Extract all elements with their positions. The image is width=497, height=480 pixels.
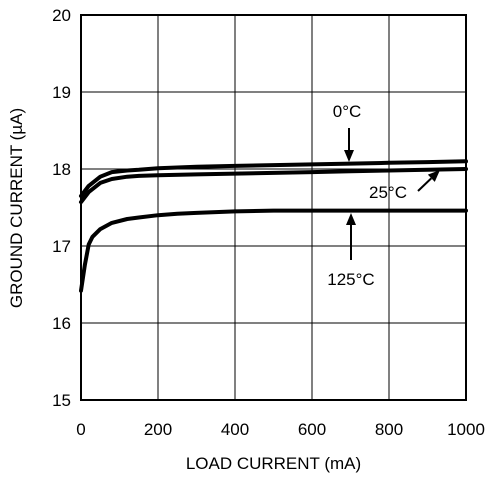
series-line bbox=[79, 167, 468, 205]
x-tick-label: 200 bbox=[144, 420, 172, 439]
annotation-arrowhead bbox=[344, 150, 354, 162]
tick-labels: 0 200 400 600 800 1000 15 16 17 18 19 20 bbox=[52, 6, 485, 439]
series-annotations: 0°C 25°C 125°C bbox=[327, 102, 440, 289]
y-tick-label: 19 bbox=[52, 83, 71, 102]
series-line bbox=[79, 159, 468, 198]
series-line bbox=[79, 208, 468, 293]
x-tick-label: 0 bbox=[76, 420, 85, 439]
y-tick-label: 20 bbox=[52, 6, 71, 25]
annotation-arrow bbox=[417, 177, 433, 192]
x-tick-label: 800 bbox=[375, 420, 403, 439]
annotation-arrowhead bbox=[427, 170, 440, 182]
y-tick-label: 18 bbox=[52, 160, 71, 179]
plot-frame bbox=[80, 14, 467, 401]
y-tick-label: 17 bbox=[52, 237, 71, 256]
series-annotation-label: 25°C bbox=[369, 183, 407, 202]
x-tick-label: 1000 bbox=[447, 420, 485, 439]
series-annotation-label: 0°C bbox=[333, 102, 362, 121]
x-tick-label: 400 bbox=[221, 420, 249, 439]
x-tick-label: 600 bbox=[298, 420, 326, 439]
series-lines bbox=[79, 159, 468, 293]
grid-lines bbox=[81, 15, 466, 400]
y-tick-label: 16 bbox=[52, 314, 71, 333]
y-tick-label: 15 bbox=[52, 391, 71, 410]
series-annotation-label: 125°C bbox=[327, 270, 374, 289]
x-axis-label: LOAD CURRENT (mA) bbox=[186, 454, 361, 473]
annotation-arrowhead bbox=[346, 213, 356, 225]
y-axis-label: GROUND CURRENT (µA) bbox=[7, 108, 26, 308]
